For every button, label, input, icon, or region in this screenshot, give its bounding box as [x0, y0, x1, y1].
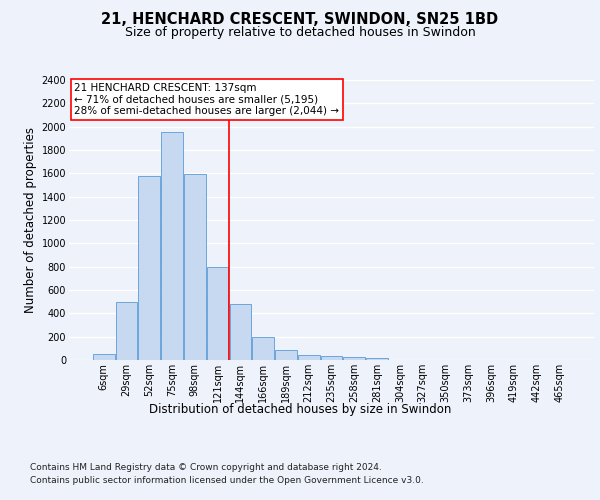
- Bar: [230, 304, 251, 360]
- Bar: [320, 356, 343, 360]
- Bar: [207, 266, 229, 360]
- Bar: [161, 132, 183, 360]
- Bar: [343, 357, 365, 360]
- Text: Contains public sector information licensed under the Open Government Licence v3: Contains public sector information licen…: [30, 476, 424, 485]
- Bar: [366, 358, 388, 360]
- Bar: [275, 350, 297, 360]
- Text: 21 HENCHARD CRESCENT: 137sqm
← 71% of detached houses are smaller (5,195)
28% of: 21 HENCHARD CRESCENT: 137sqm ← 71% of de…: [74, 83, 339, 116]
- Text: Contains HM Land Registry data © Crown copyright and database right 2024.: Contains HM Land Registry data © Crown c…: [30, 462, 382, 471]
- Bar: [298, 356, 320, 360]
- Y-axis label: Number of detached properties: Number of detached properties: [25, 127, 37, 313]
- Bar: [184, 174, 206, 360]
- Text: 21, HENCHARD CRESCENT, SWINDON, SN25 1BD: 21, HENCHARD CRESCENT, SWINDON, SN25 1BD: [101, 12, 499, 28]
- Text: Size of property relative to detached houses in Swindon: Size of property relative to detached ho…: [125, 26, 475, 39]
- Bar: [116, 302, 137, 360]
- Text: Distribution of detached houses by size in Swindon: Distribution of detached houses by size …: [149, 402, 451, 415]
- Bar: [253, 336, 274, 360]
- Bar: [139, 176, 160, 360]
- Bar: [93, 354, 115, 360]
